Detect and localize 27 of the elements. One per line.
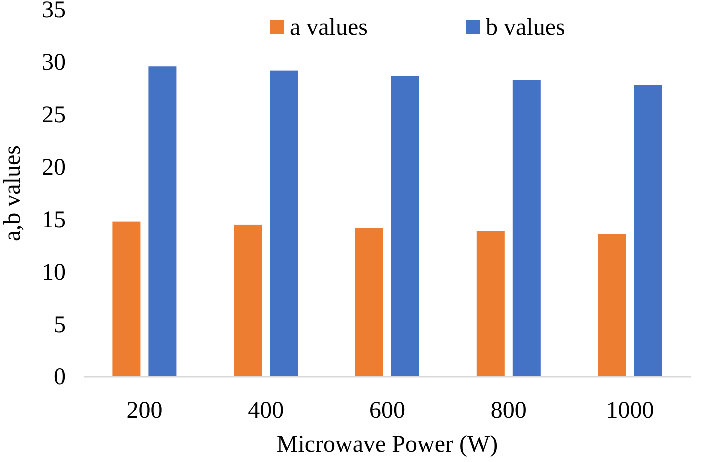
y-tick-label: 15 <box>42 207 66 234</box>
x-tick-label: 400 <box>248 398 284 424</box>
x-tick-label: 1000 <box>606 398 654 424</box>
y-tick-label: 30 <box>42 50 66 76</box>
x-axis-title: Microwave Power (W) <box>276 432 498 458</box>
bar <box>356 228 384 377</box>
y-tick-label: 0 <box>54 364 66 391</box>
x-tick-label: 800 <box>490 398 527 424</box>
bar <box>270 70 298 377</box>
legend-label: a values <box>290 15 368 41</box>
bar <box>634 85 662 377</box>
bar <box>234 224 262 377</box>
y-tick-label: 35 <box>42 0 66 24</box>
y-tick-label: 5 <box>54 312 66 338</box>
x-tick-label: 200 <box>126 398 163 424</box>
bar <box>392 76 420 377</box>
bar <box>512 80 541 377</box>
y-tick-label: 25 <box>42 102 66 129</box>
bar <box>476 231 505 377</box>
y-tick-label: 20 <box>42 154 66 181</box>
legend-label: b values <box>486 15 566 41</box>
y-tick-label: 10 <box>42 260 66 286</box>
x-tick-label: 600 <box>370 398 406 424</box>
bar <box>148 66 177 377</box>
bar <box>112 222 141 377</box>
y-axis-title: a,b values <box>0 146 26 242</box>
bar <box>598 234 626 377</box>
